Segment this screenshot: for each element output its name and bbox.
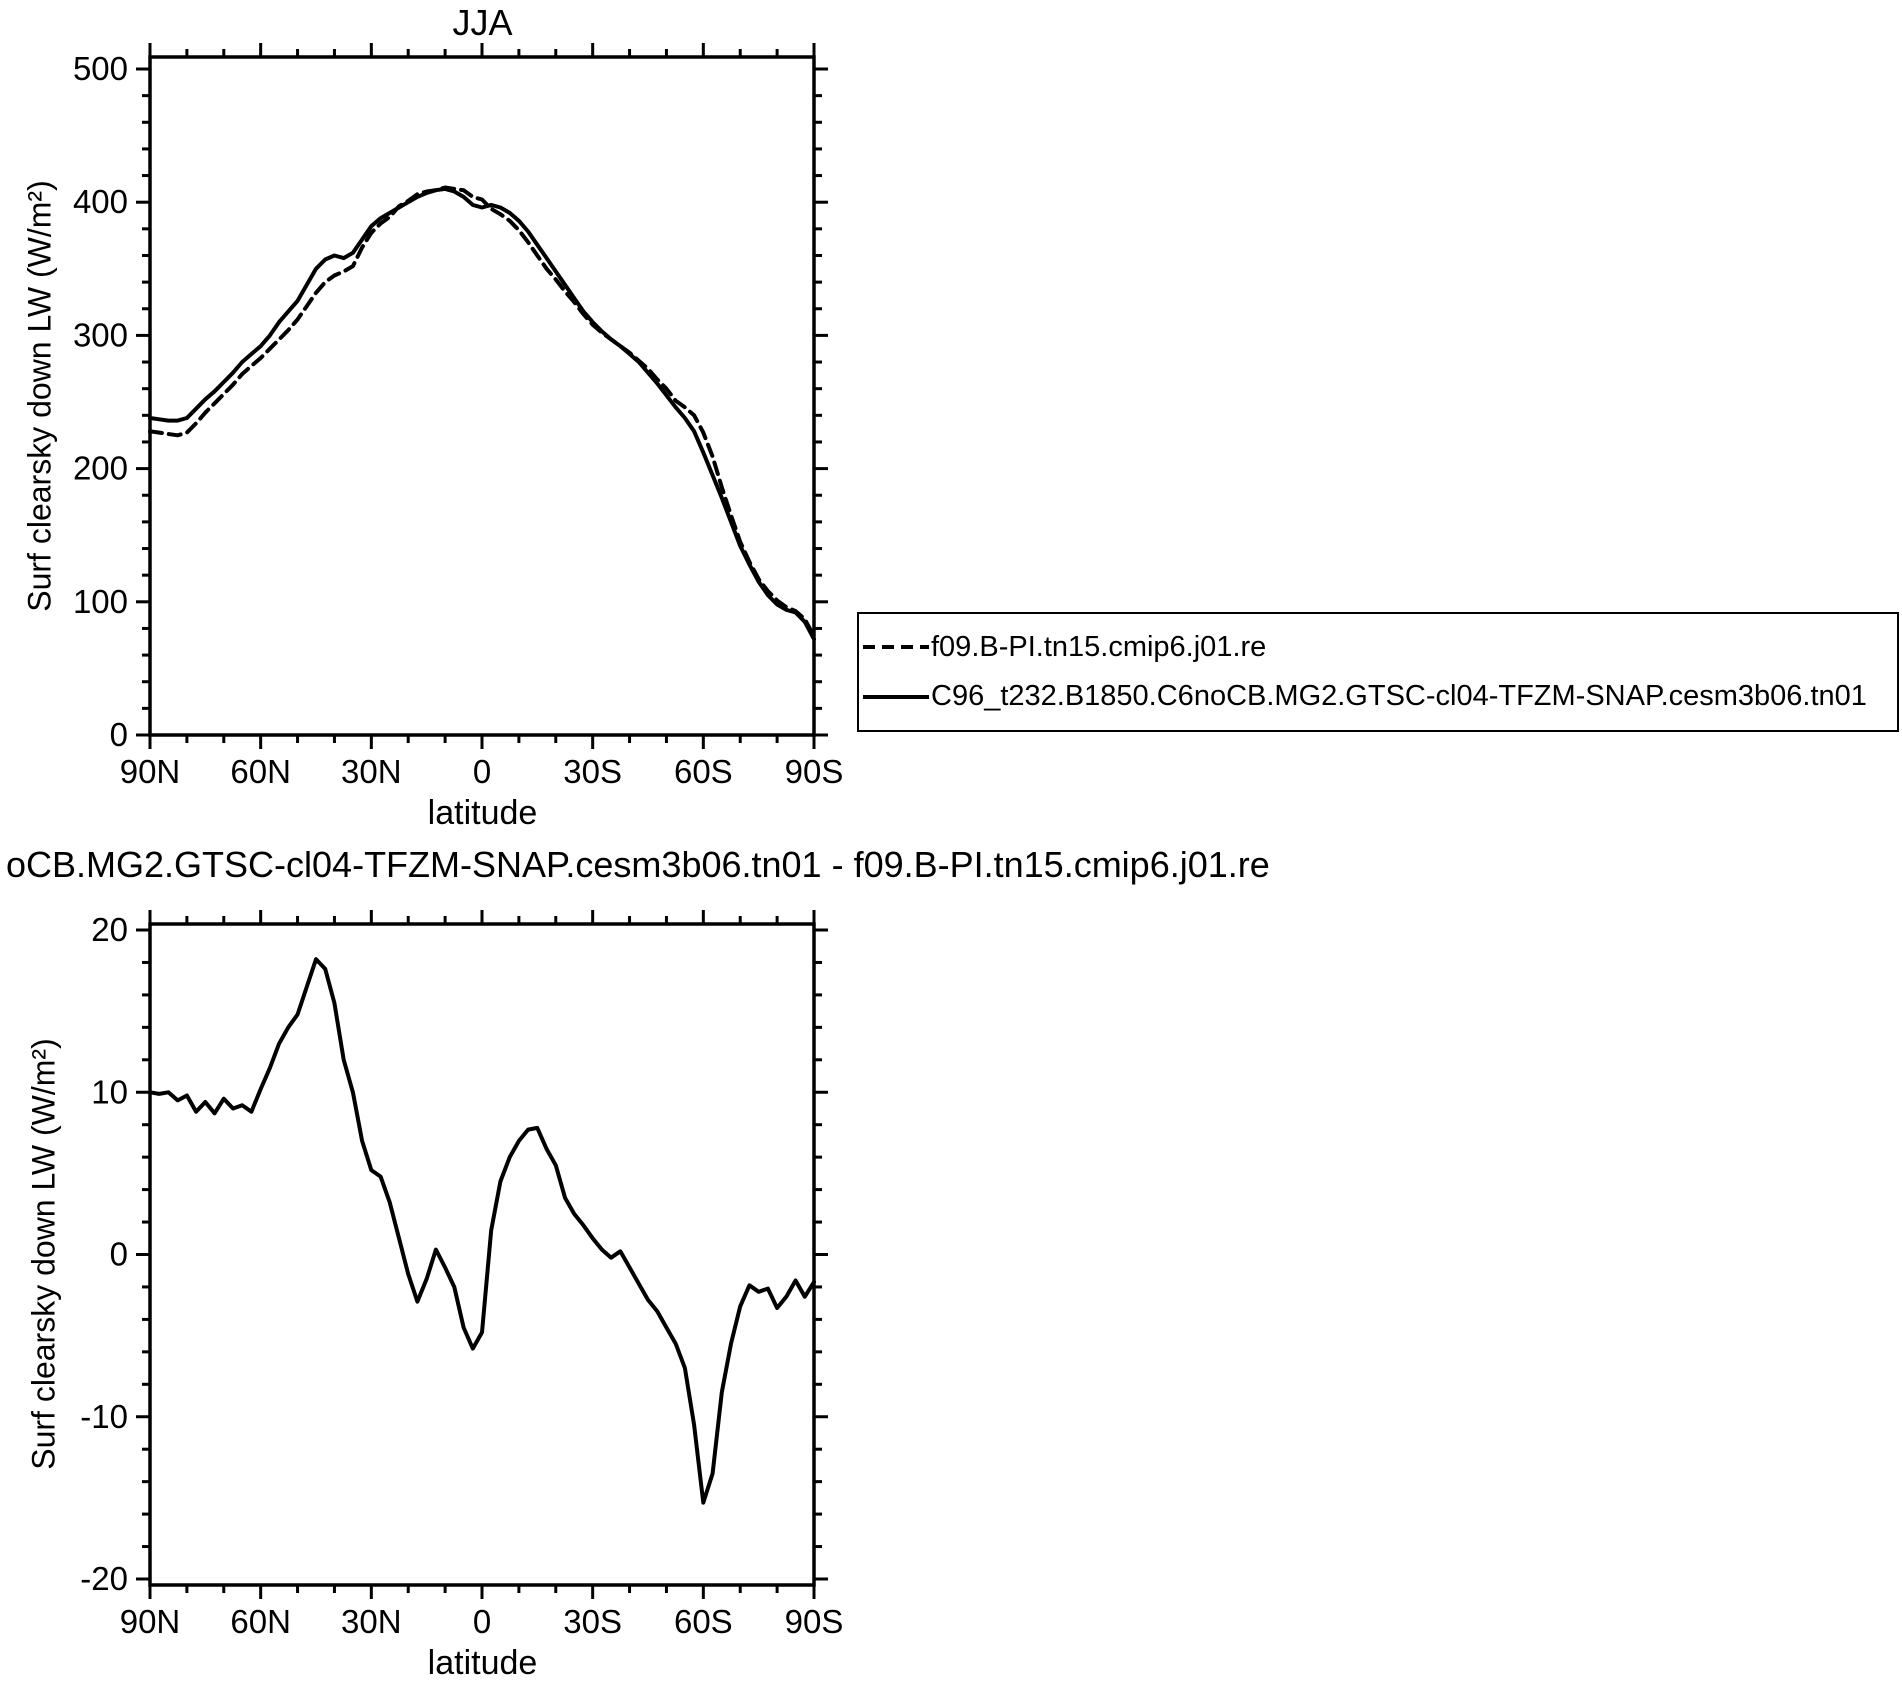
bottom-chart-title: oCB.MG2.GTSC-cl04-TFZM-SNAP.cesm3b06.tn0… [6, 844, 1270, 885]
y-tick-label: -10 [80, 1398, 128, 1435]
series-line-solid [148, 957, 816, 1505]
series-line-dashed [148, 185, 816, 639]
y-tick-label: 10 [91, 1073, 128, 1110]
x-tick-label: 90N [120, 753, 181, 790]
x-tick-label: 90S [785, 1603, 844, 1640]
x-tick-label: 0 [473, 1603, 491, 1640]
legend-item-c96: C96_t232.B1850.C6noCB.MG2.GTSC-cl04-TFZM… [859, 680, 1897, 713]
y-tick-label: 0 [110, 1236, 128, 1273]
x-tick-label: 60N [230, 1603, 291, 1640]
x-tick-label: 60S [674, 1603, 733, 1640]
x-tick-label: 30N [341, 1603, 402, 1640]
y-tick-label: 20 [91, 911, 128, 948]
legend-label-c96: C96_t232.B1850.C6noCB.MG2.GTSC-cl04-TFZM… [931, 680, 1867, 713]
y-tick-label: 500 [73, 50, 128, 87]
legend-item-f09: f09.B-PI.tn15.cmip6.j01.re [859, 631, 1897, 664]
x-tick-label: 30S [563, 753, 622, 790]
top-chart-x-axis-label: latitude [427, 794, 538, 832]
y-tick-label: 400 [73, 183, 128, 220]
x-tick-label: 60S [674, 753, 733, 790]
x-tick-label: 30S [563, 1603, 622, 1640]
x-tick-label: 90N [120, 1603, 181, 1640]
y-tick-label: 0 [110, 716, 128, 753]
x-tick-label: 60N [230, 753, 291, 790]
y-tick-label: 300 [73, 316, 128, 353]
legend-label-f09: f09.B-PI.tn15.cmip6.j01.re [931, 630, 1267, 663]
solid-line-sample [863, 694, 929, 699]
dashed-line-sample [863, 645, 929, 650]
y-tick-label: -20 [80, 1560, 128, 1597]
x-tick-label: 30N [341, 753, 402, 790]
bottom-chart-y-axis-label: Surf clearsky down LW (W/m²) [25, 1038, 62, 1470]
top-chart: 90N 60N 30N 0 30S 60S 90S 0 100 200 300 400 500 [73, 43, 843, 790]
axes-frame [148, 922, 816, 1587]
x-tick-label: 0 [473, 753, 491, 790]
bottom-chart-x-axis-label: latitude [427, 1644, 538, 1682]
y-tick-label: 200 [73, 450, 128, 487]
top-chart-y-axis-label: Surf clearsky down LW (W/m²) [21, 180, 58, 612]
axes-frame [148, 55, 816, 737]
legend: f09.B-PI.tn15.cmip6.j01.re C96_t232.B185… [857, 612, 1899, 732]
y-tick-label: 100 [73, 583, 128, 620]
series-line-solid [148, 186, 816, 642]
bottom-chart: 90N 60N 30N 0 30S 60S 90S -20 -10 0 10 20 [80, 910, 843, 1640]
x-tick-label: 90S [785, 753, 844, 790]
top-chart-title: JJA [452, 2, 513, 43]
